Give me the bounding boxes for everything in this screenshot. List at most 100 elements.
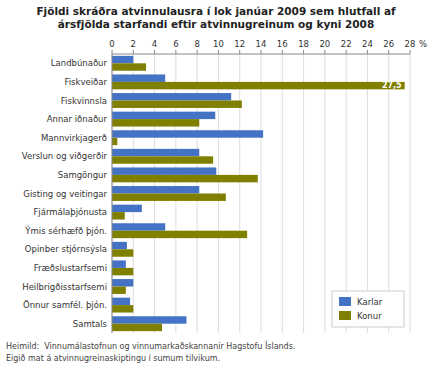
bar: [112, 298, 130, 305]
tick-label: 20: [319, 39, 330, 49]
category-label: Heilbrigðisstarfsemi: [22, 282, 107, 292]
category-label: Annar iðnaður: [47, 114, 108, 124]
tick-label: 8: [194, 39, 199, 49]
category-label: Fiskvinnsla: [61, 96, 107, 106]
bar: [112, 324, 162, 331]
tick-mark: [239, 50, 240, 54]
tick-mark: [197, 50, 198, 54]
bar: [112, 186, 199, 193]
axis-line: [112, 54, 410, 55]
value-labels: 27,5: [382, 81, 402, 90]
tick-label: 6: [173, 39, 178, 49]
tick-mark: [112, 50, 113, 54]
tick-mark: [410, 50, 411, 54]
grid-line: [282, 54, 283, 333]
grid-line: [410, 54, 411, 333]
grid-line: [324, 54, 325, 333]
axis-label: %: [419, 39, 427, 49]
grid-line: [303, 54, 304, 333]
grid-line: [239, 54, 240, 333]
tick-mark: [303, 50, 304, 54]
bar: [112, 119, 199, 126]
bar: [112, 305, 133, 312]
legend-entry: Konur: [357, 311, 382, 321]
tick-label: 0: [109, 39, 114, 49]
tick-label: 22: [341, 39, 352, 49]
category-label: Opinber stjórnsýsla: [25, 244, 107, 254]
legend-swatch: [339, 297, 351, 306]
tick-label: 18: [298, 39, 309, 49]
category-label: Fræðslustarfsemi: [34, 263, 107, 273]
category-label: Gisting og veitingar: [23, 189, 107, 199]
bar: [112, 156, 213, 163]
bar: [112, 56, 133, 63]
tick-mark: [154, 50, 155, 54]
bar: [112, 242, 127, 249]
bar: [112, 205, 142, 212]
category-label: Verslun og viðgerðir: [22, 151, 108, 161]
bar: [112, 130, 263, 137]
axis-line: [112, 54, 113, 333]
legend-swatch: [339, 311, 351, 320]
tick-label: 14: [256, 39, 267, 49]
tick-label: 2: [131, 39, 136, 49]
tick-mark: [261, 50, 262, 54]
tick-label: 24: [362, 39, 373, 49]
tick-mark: [133, 50, 134, 54]
tick-mark: [218, 50, 219, 54]
chart: Fjöldi skráðra atvinnulausra í lok janúa…: [0, 0, 432, 369]
grid-line: [261, 54, 262, 333]
category-label: Landbúnaður: [51, 58, 108, 68]
category-label: Samgöngur: [58, 170, 108, 180]
bar: [112, 249, 133, 256]
bar: [112, 93, 231, 100]
title-line: Fjöldi skráðra atvinnulausra í lok janúa…: [36, 5, 396, 17]
category-label: Fjármálaþjónusta: [33, 207, 107, 217]
tick-mark: [324, 50, 325, 54]
category-label: Fiskveiðar: [64, 77, 107, 87]
tick-label: 4: [152, 39, 157, 49]
grid-line: [112, 54, 113, 333]
grid: [112, 50, 410, 333]
bar: [112, 112, 215, 119]
tick-label: 12: [234, 39, 245, 49]
title-line: ársfjölda starfandi eftir atvinnugreinum…: [58, 18, 374, 30]
legend: Karlar Konur: [332, 291, 404, 327]
bar: [112, 175, 258, 182]
bar: [112, 279, 133, 286]
bar: [112, 223, 165, 230]
title: Fjöldi skráðra atvinnulausra í lok janúa…: [36, 5, 396, 30]
data-label: 27,5: [382, 81, 402, 90]
tick-label: 28: [405, 39, 416, 49]
tick-mark: [367, 50, 368, 54]
bar: [112, 316, 187, 323]
category-label: Samtals: [73, 319, 108, 329]
bar: [112, 149, 199, 156]
bar: [112, 74, 165, 81]
bar: [112, 167, 216, 174]
tick-mark: [388, 50, 389, 54]
tick-label: 26: [383, 39, 394, 49]
tick-mark: [346, 50, 347, 54]
tick-label: 10: [213, 39, 224, 49]
tick-label: 16: [277, 39, 288, 49]
category-label: Ýmis sérhæfð þjón.: [24, 225, 107, 236]
bar: [112, 212, 125, 219]
footnote: Eigið mat á atvinnugreinaskiptingu í sum…: [6, 354, 220, 363]
legend-entry: Karlar: [357, 297, 383, 307]
bar: [112, 194, 226, 201]
bar: [112, 138, 117, 145]
footnote: Heimild: Vinnumálastofnun og vinnumarkað…: [6, 340, 295, 351]
category-label: Önnur samfél. þjón.: [23, 300, 107, 310]
bar: [112, 287, 126, 294]
bar: [112, 63, 146, 70]
legend-box: [332, 291, 404, 327]
tick-mark: [282, 50, 283, 54]
bar: [112, 268, 133, 275]
category-label: Mannvirkjagerð: [41, 133, 107, 143]
bar: [112, 82, 405, 89]
bar: [112, 231, 247, 238]
tick-mark: [175, 50, 176, 54]
bar: [112, 260, 126, 267]
bar: [112, 101, 242, 108]
